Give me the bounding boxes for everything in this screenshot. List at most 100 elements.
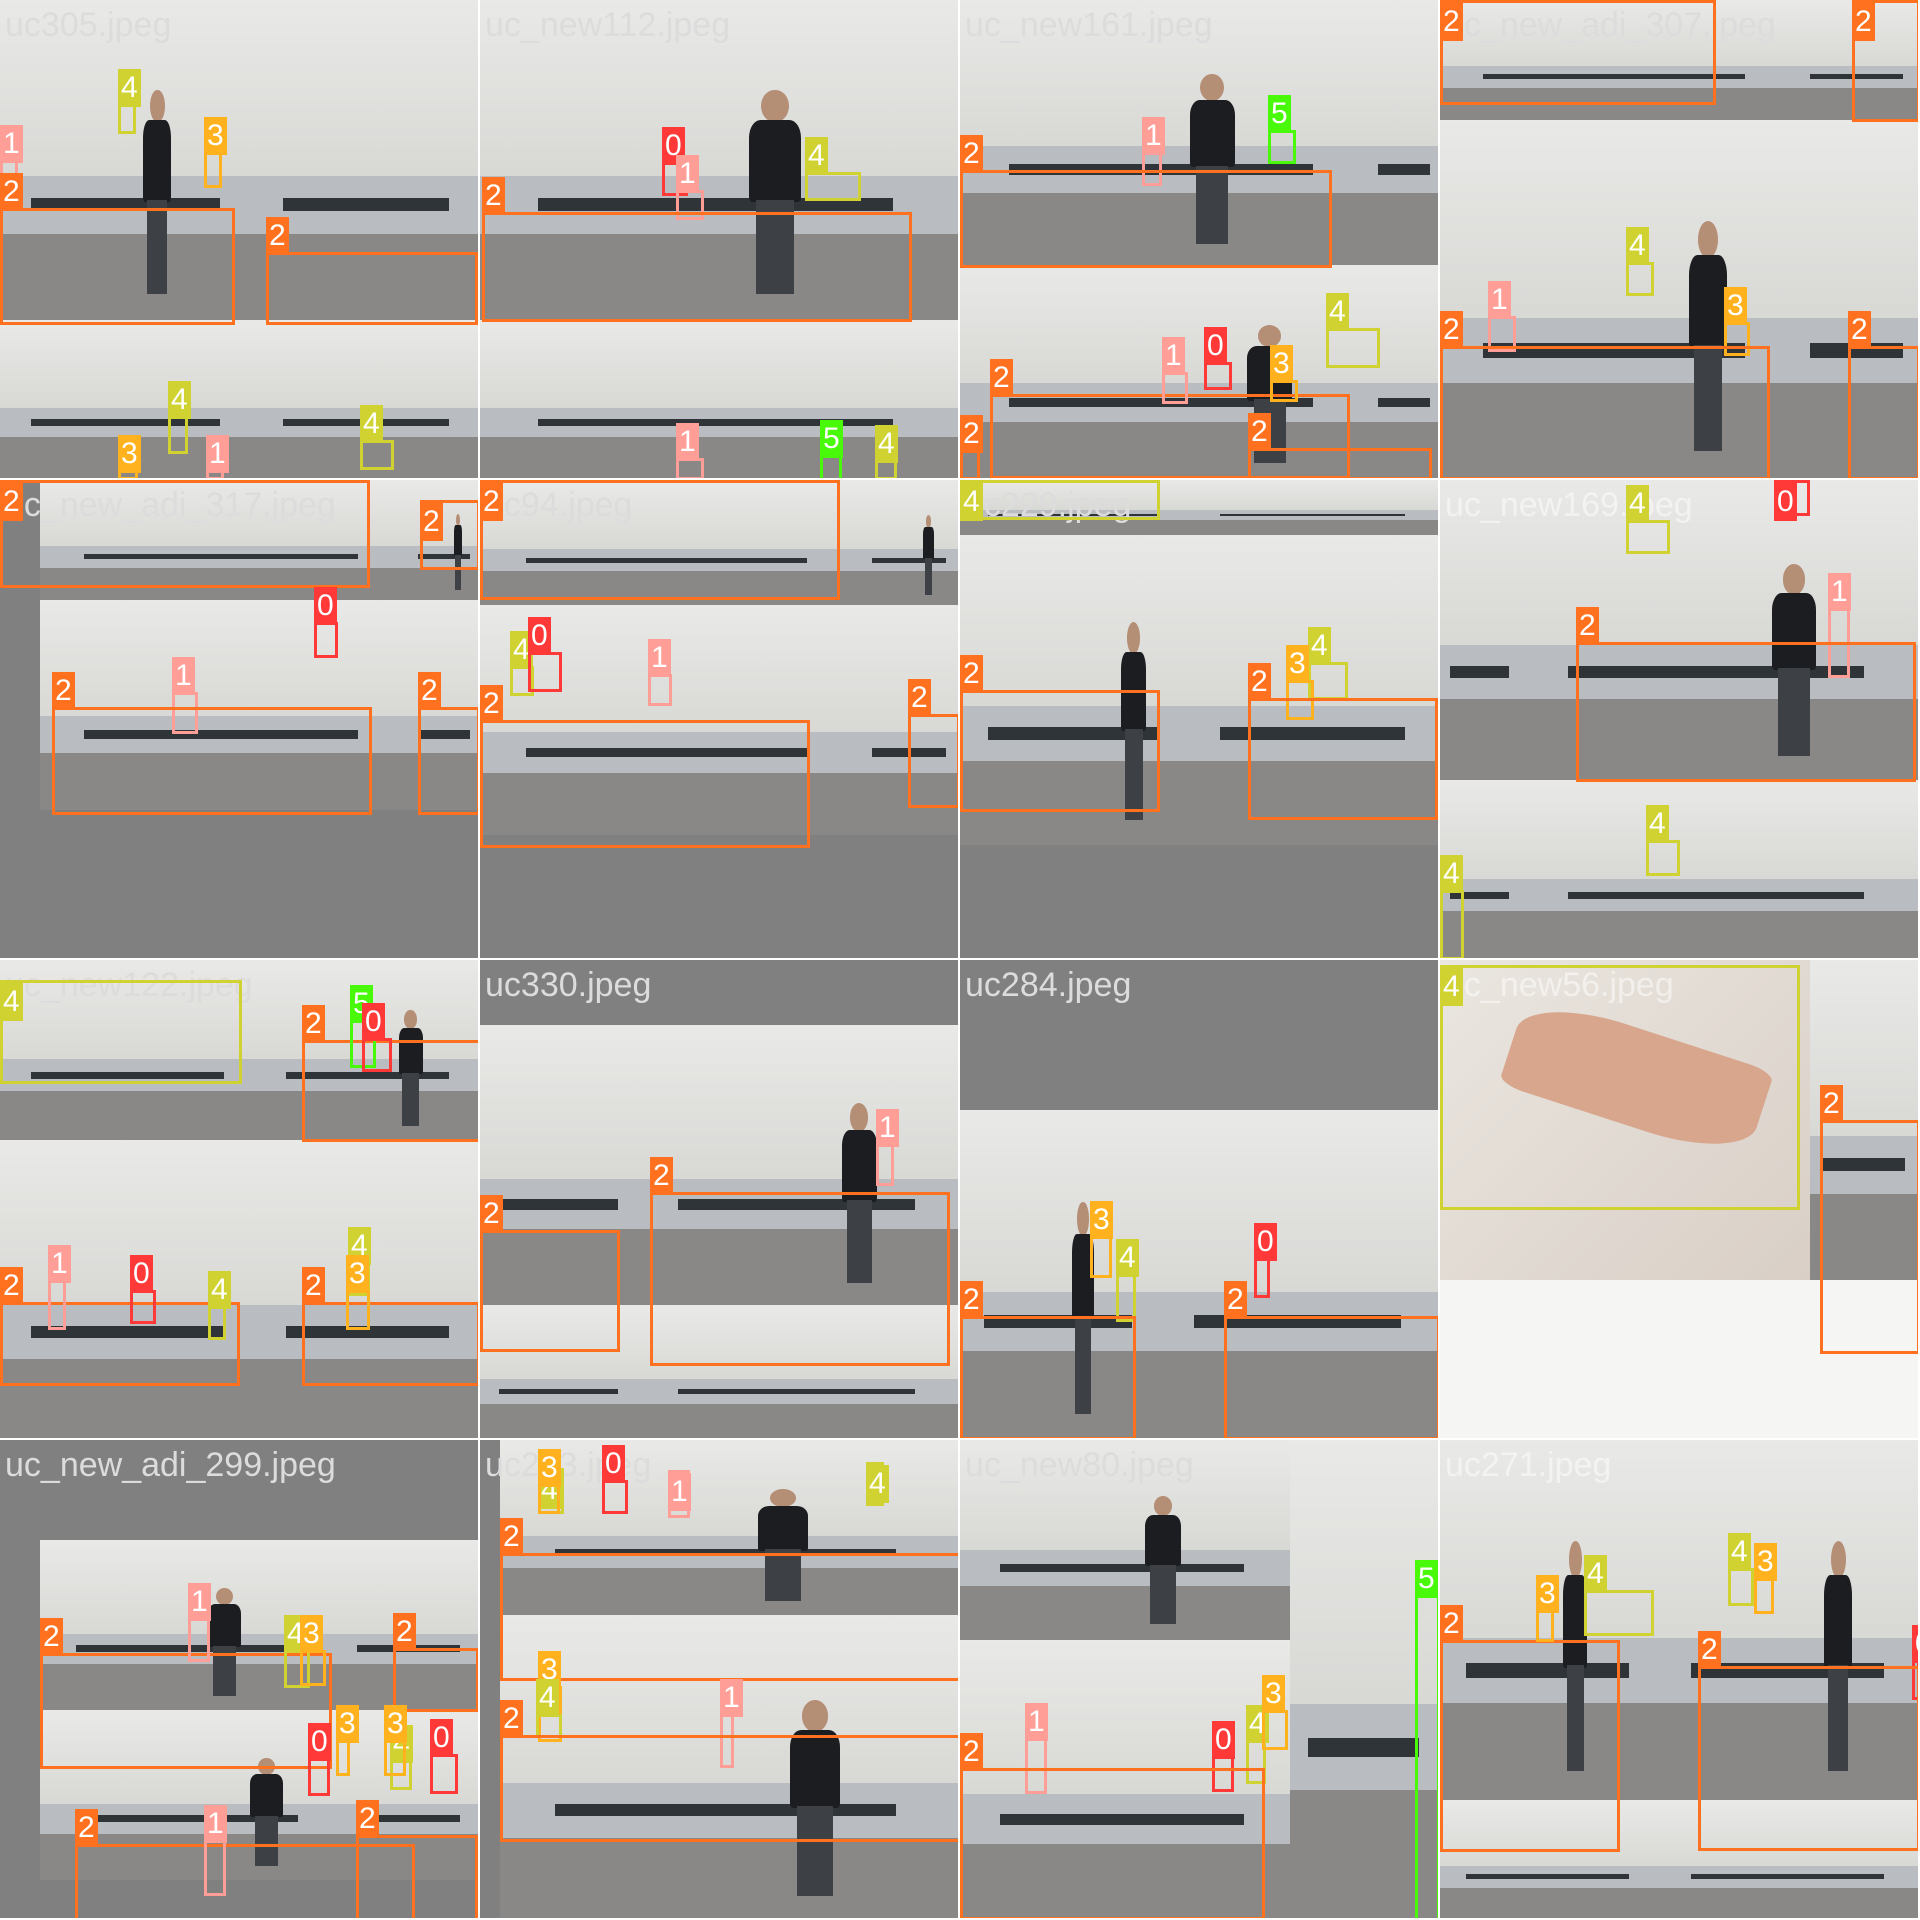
detection-box: 3 <box>300 1615 326 1686</box>
detection-box: 1 <box>188 1583 211 1662</box>
training-image <box>0 960 260 1140</box>
scene-wall <box>960 0 1370 146</box>
image-filename: uc_new112.jpeg <box>485 6 731 44</box>
scene-wall <box>1660 1440 1918 1638</box>
detection-box: 2 <box>960 415 983 478</box>
player-legs <box>254 1816 279 1867</box>
class-label: 3 <box>204 117 227 155</box>
detection-box: 2 <box>990 359 1350 478</box>
scene-floor <box>0 233 256 320</box>
training-image <box>1190 480 1438 535</box>
scene-wall <box>1795 120 1918 318</box>
ping-pong-table <box>1009 398 1313 407</box>
class-label: 3 <box>346 1255 369 1293</box>
class-label: 0 <box>1774 483 1797 521</box>
ping-pong-table <box>31 1326 224 1338</box>
player-head <box>1200 74 1224 102</box>
scene-floor <box>640 1403 958 1438</box>
ping-pong-table <box>1449 891 1509 899</box>
detection-box: 2 <box>500 1700 958 1842</box>
mosaic-tile: uc330.jpeg 2 2 1 <box>480 960 958 1438</box>
training-image <box>480 1025 640 1305</box>
player-torso <box>1823 1575 1853 1668</box>
class-label: 4 <box>875 425 898 463</box>
detection-box: 3 <box>118 435 141 478</box>
class-label: 4 <box>805 137 828 175</box>
detection-box: 5 <box>820 420 843 478</box>
class-label: 2 <box>480 483 503 521</box>
ping-pong-table <box>1449 666 1509 678</box>
class-label: 3 <box>1262 1675 1285 1713</box>
detection-box: 2 <box>960 655 1160 812</box>
class-label: 3 <box>1724 287 1747 325</box>
training-image <box>1660 1800 1918 1918</box>
class-label: 4 <box>1728 1533 1751 1571</box>
training-image <box>960 1440 1290 1640</box>
ping-pong-table <box>1823 1158 1905 1172</box>
detection-box: 2 <box>420 500 478 570</box>
class-label: 0 <box>602 1445 625 1483</box>
detection-box: 1 <box>676 155 704 220</box>
ping-pong-table <box>987 514 1158 517</box>
image-filename: uc_new169.jpeg <box>1445 486 1693 524</box>
training-image <box>1370 0 1438 265</box>
class-label: 3 <box>384 1705 407 1743</box>
detection-box: 1 <box>1142 117 1165 186</box>
detection-box: 2 <box>1248 413 1432 478</box>
ping-pong-table <box>1308 1737 1419 1757</box>
detection-box: 4 <box>1116 1239 1139 1322</box>
scene-floor <box>1440 1887 1660 1918</box>
training-image <box>1440 960 1810 1280</box>
class-label: 3 <box>1270 345 1293 383</box>
training-image <box>960 0 1370 265</box>
class-label: 0 <box>1212 1721 1235 1759</box>
player-legs <box>1778 667 1810 756</box>
ping-pong-table <box>1466 1663 1630 1678</box>
class-label: 2 <box>908 679 931 717</box>
detection-box: 2 <box>500 1518 958 1681</box>
class-label: 5 <box>1415 1560 1438 1598</box>
scene-floor <box>480 772 860 835</box>
class-label: 1 <box>720 1679 743 1717</box>
detection-box: 0 <box>1774 480 1810 521</box>
class-label: 4 <box>1626 485 1649 523</box>
ping-pong-table <box>1810 74 1903 80</box>
player <box>753 1489 813 1601</box>
detection-box: 0 <box>602 1445 628 1514</box>
class-label: 2 <box>302 1005 325 1043</box>
detection-box: 0 <box>1204 327 1232 390</box>
detection-box: 1 <box>206 435 229 478</box>
class-label: 5 <box>1268 95 1291 133</box>
detection-box: 1 <box>676 423 704 478</box>
detection-box: 2 <box>393 1613 478 1712</box>
class-label: 2 <box>500 1518 523 1556</box>
player-legs <box>797 1805 834 1896</box>
training-image <box>1370 265 1438 478</box>
player-torso <box>1072 1234 1094 1319</box>
detection-box: 2 <box>480 480 840 600</box>
detection-box: 1 <box>876 1109 899 1186</box>
training-image <box>1810 960 1918 1280</box>
ping-pong-table <box>286 1071 450 1079</box>
detection-box: 4 <box>875 425 898 478</box>
detection-box: 4 <box>1626 227 1654 296</box>
scene-floor <box>0 1091 260 1140</box>
player-head <box>1127 621 1141 654</box>
ping-pong-table <box>1378 398 1431 407</box>
class-label: 1 <box>668 1473 691 1511</box>
class-label: 0 <box>430 1719 453 1757</box>
player-legs <box>756 200 794 295</box>
scene-floor <box>480 233 958 320</box>
scene-floor <box>1660 1702 1918 1800</box>
player <box>453 513 462 591</box>
ping-pong-table <box>987 727 1158 740</box>
scene-wall <box>1290 1440 1438 1704</box>
ping-pong-table <box>537 419 893 426</box>
scene-wall <box>40 600 410 716</box>
detection-box: 0 <box>362 1003 392 1072</box>
player <box>838 1103 880 1283</box>
class-label: 2 <box>1576 607 1599 645</box>
training-image <box>860 480 958 605</box>
class-label: 0 <box>528 617 551 655</box>
detection-box: 3 <box>1724 287 1750 356</box>
